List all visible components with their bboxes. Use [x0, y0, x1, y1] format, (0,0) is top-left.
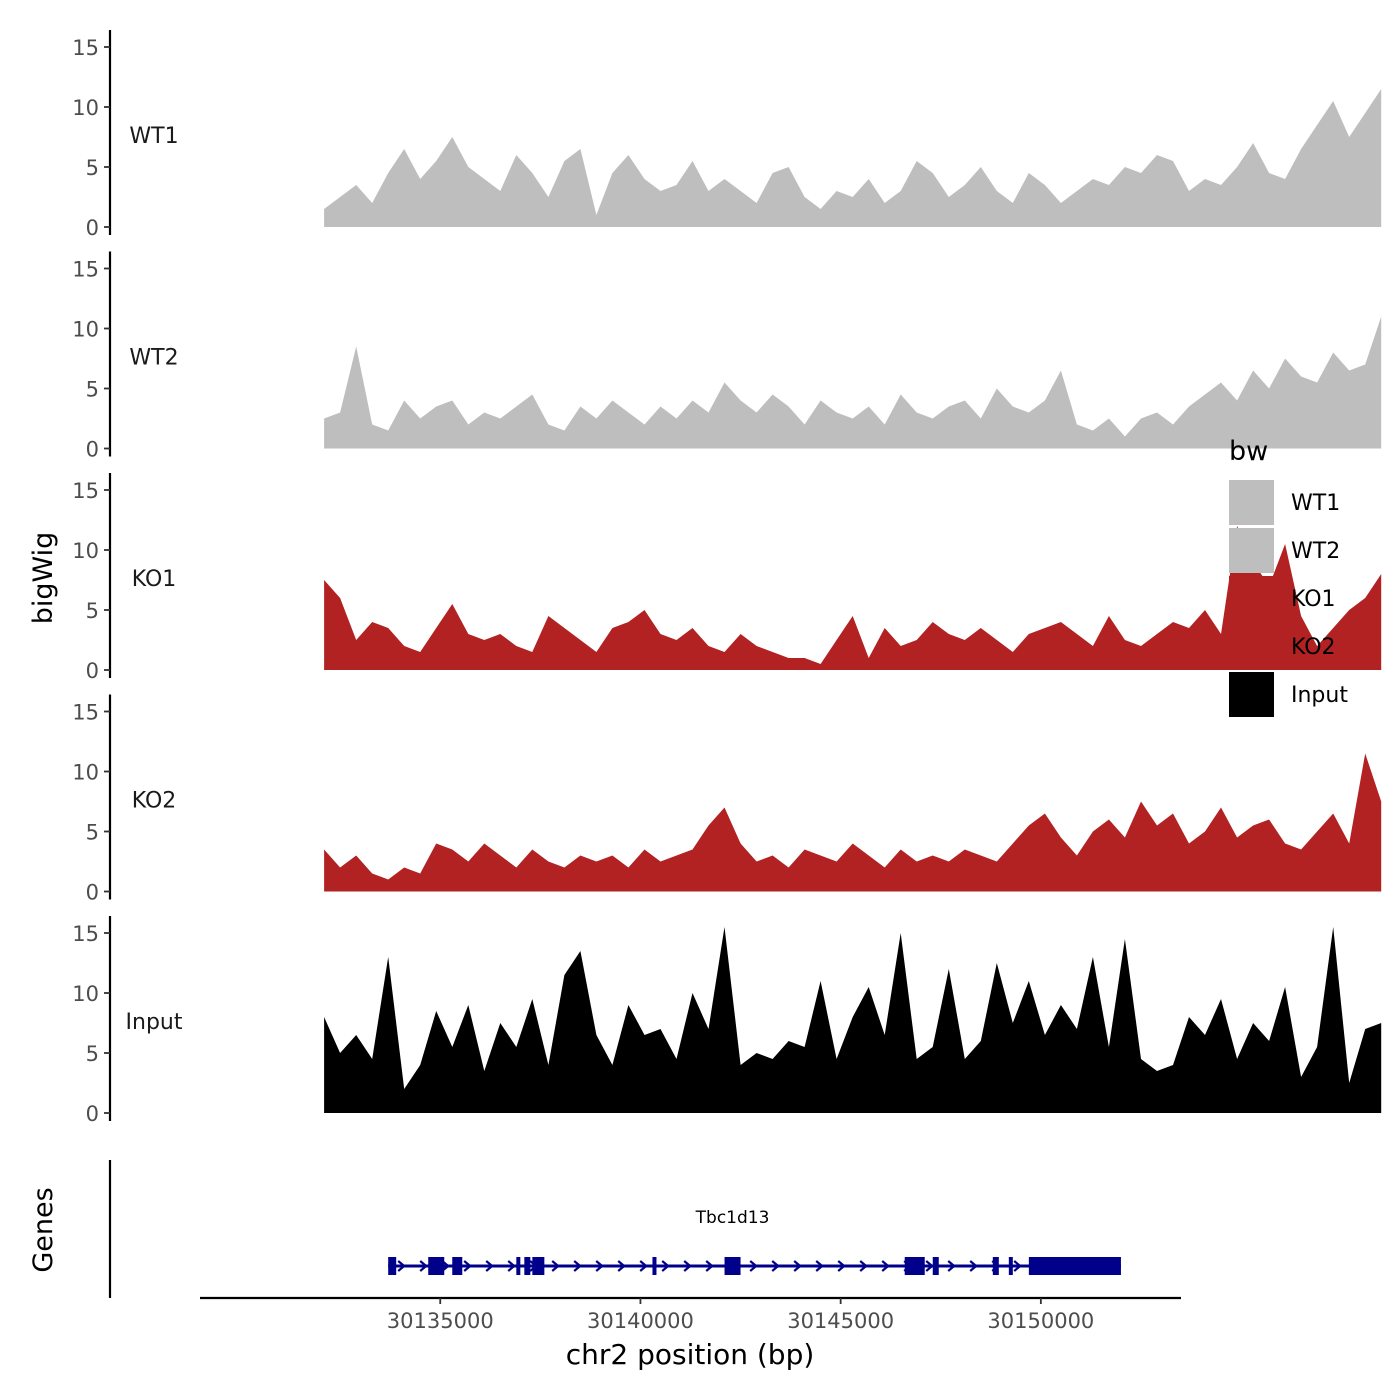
- track-panel-ko2: 0 5 10 15 KO2: [72, 694, 1382, 905]
- track-panel-input: 0 5 10 15 Input: [72, 916, 1382, 1126]
- strand-arrow: [881, 1260, 890, 1272]
- genes-axis-title: Genes: [28, 1187, 59, 1272]
- strand-arrow: [485, 1260, 494, 1272]
- gene-exon: [1008, 1257, 1013, 1275]
- y-tick-label: 10: [72, 96, 99, 120]
- y-axis-title: bigWig: [28, 532, 59, 625]
- gene-exon: [904, 1257, 925, 1275]
- y-tick-label: 5: [86, 1042, 99, 1066]
- coverage-area-ko2: [324, 753, 1382, 892]
- gene-exon: [428, 1257, 445, 1275]
- legend-label: KO1: [1291, 587, 1336, 612]
- legend-label: KO2: [1291, 635, 1336, 660]
- legend-label: WT1: [1291, 491, 1340, 516]
- legend-key-ko2: [1229, 624, 1274, 669]
- strand-arrow: [837, 1260, 846, 1272]
- gene-exon: [516, 1257, 521, 1275]
- y-tick-label: 5: [86, 156, 99, 180]
- track-panel-ko1: 0 5 10 15 KO1: [72, 473, 1382, 683]
- track-label: WT1: [129, 124, 178, 149]
- strand-arrow: [969, 1260, 978, 1272]
- y-tick-label: 0: [86, 881, 99, 905]
- strand-arrow: [815, 1260, 824, 1272]
- y-tick-label: 5: [86, 378, 99, 402]
- gene-exon: [724, 1257, 741, 1275]
- y-tick-label: 5: [86, 821, 99, 845]
- strand-arrow: [705, 1260, 714, 1272]
- y-tick-label: 5: [86, 599, 99, 623]
- gene-name-label: Tbc1d13: [695, 1208, 770, 1228]
- strand-arrow: [617, 1260, 626, 1272]
- gene-exon: [932, 1257, 939, 1275]
- y-tick-label: 0: [86, 659, 99, 683]
- gene-exon: [532, 1257, 545, 1275]
- y-tick-label: 15: [72, 479, 99, 503]
- y-tick-label: 15: [72, 701, 99, 725]
- legend: bw WT1 WT2 KO1 KO2 Input: [1229, 436, 1348, 717]
- y-tick-label: 0: [86, 438, 99, 462]
- track-label: Input: [126, 1010, 183, 1035]
- y-tick-label: 10: [72, 761, 99, 785]
- gene-exon: [652, 1257, 657, 1275]
- strand-arrow: [551, 1260, 560, 1272]
- coverage-tracks: 0 5 10 15 WT1 0 5 10 15 WT2 0 5 10 15 KO1 0 5 10 15 KO2 0 5 10…: [72, 30, 1382, 1126]
- track-panel-wt2: 0 5 10 15 WT2: [72, 251, 1382, 462]
- strand-arrow: [859, 1260, 868, 1272]
- strand-arrow: [573, 1260, 582, 1272]
- gene-exon: [524, 1257, 531, 1275]
- strand-arrow: [947, 1260, 956, 1272]
- strand-arrow: [1013, 1260, 1022, 1272]
- x-tick-label: 30135000: [387, 1309, 494, 1333]
- strand-arrow: [925, 1260, 934, 1272]
- gene-exon: [1028, 1257, 1121, 1275]
- y-tick-label: 15: [72, 258, 99, 282]
- gene-exon: [992, 1257, 999, 1275]
- legend-key-ko1: [1229, 576, 1274, 621]
- x-tick-label: 30150000: [987, 1309, 1094, 1333]
- x-axis-title: chr2 position (bp): [566, 1338, 815, 1371]
- legend-label: WT2: [1291, 539, 1340, 564]
- legend-key-wt2: [1229, 528, 1274, 573]
- coverage-area-ko1: [324, 526, 1382, 670]
- y-tick-label: 15: [72, 36, 99, 60]
- gene-exon: [452, 1257, 463, 1275]
- x-axis: 30135000 30140000 30145000 30150000: [200, 1296, 1181, 1333]
- strand-arrow: [397, 1260, 406, 1272]
- track-label: KO1: [132, 567, 177, 592]
- coverage-area-wt2: [324, 316, 1382, 449]
- legend-title: bw: [1229, 436, 1268, 467]
- strand-arrow: [507, 1260, 516, 1272]
- gene-exon: [388, 1257, 397, 1275]
- track-label: KO2: [132, 789, 177, 814]
- x-tick-label: 30145000: [787, 1309, 894, 1333]
- y-tick-label: 10: [72, 539, 99, 563]
- strand-arrow: [595, 1260, 604, 1272]
- coverage-area-input: [324, 927, 1382, 1113]
- strand-arrow: [661, 1260, 670, 1272]
- strand-arrow: [793, 1260, 802, 1272]
- y-tick-label: 0: [86, 1102, 99, 1126]
- y-tick-label: 15: [72, 922, 99, 946]
- strand-arrow: [749, 1260, 758, 1272]
- legend-key-wt1: [1229, 480, 1274, 525]
- track-panel-wt1: 0 5 10 15 WT1: [72, 30, 1382, 240]
- strand-arrow: [463, 1260, 472, 1272]
- coverage-area-wt1: [324, 89, 1382, 227]
- x-tick-label: 30140000: [587, 1309, 694, 1333]
- legend-label: Input: [1291, 683, 1348, 708]
- strand-arrow: [771, 1260, 780, 1272]
- track-label: WT2: [129, 346, 178, 371]
- y-tick-label: 10: [72, 982, 99, 1006]
- strand-arrow: [683, 1260, 692, 1272]
- legend-key-input: [1229, 672, 1274, 717]
- strand-arrow: [419, 1260, 428, 1272]
- y-tick-label: 10: [72, 318, 99, 342]
- y-tick-label: 0: [86, 216, 99, 240]
- gene-track: Tbc1d13: [108, 1160, 1121, 1298]
- strand-arrow: [639, 1260, 648, 1272]
